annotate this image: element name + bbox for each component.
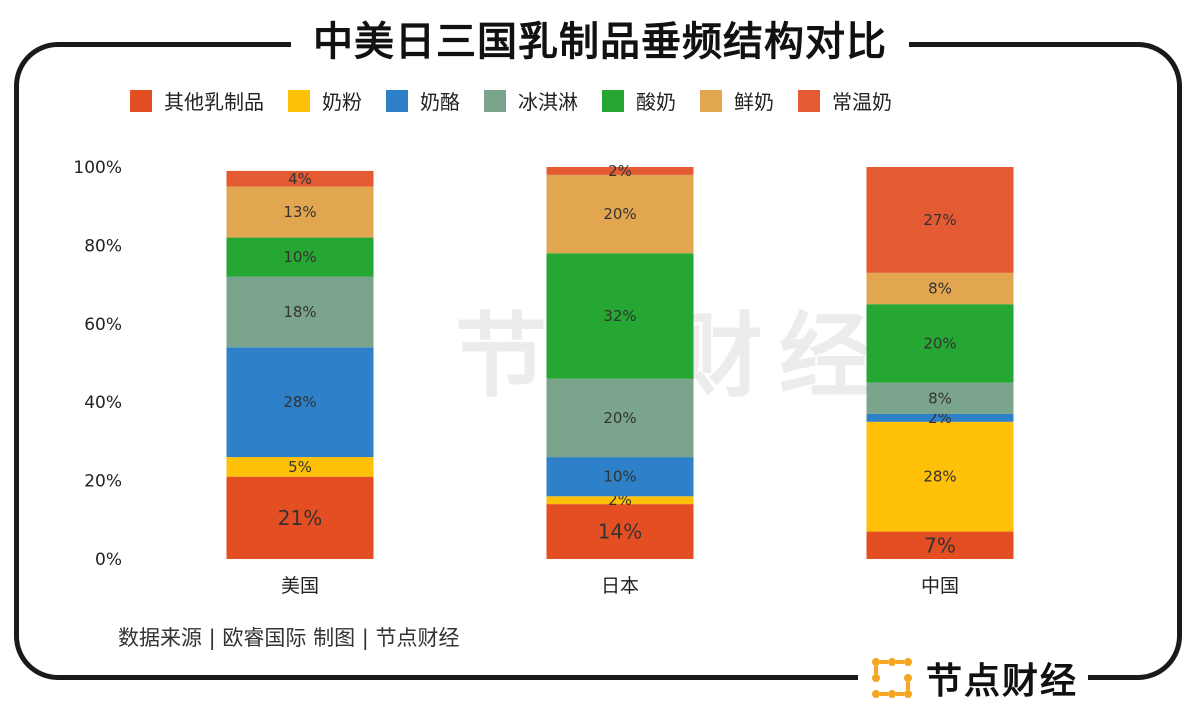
bar-segment	[866, 531, 1014, 559]
brand-name: 节点财经	[926, 661, 1079, 702]
source-note: 数据来源 | 欧睿国际 制图 | 节点财经	[118, 626, 460, 650]
brand-mark: 节点财经	[858, 652, 1089, 704]
legend-swatch	[700, 89, 722, 112]
bar-segment	[546, 504, 694, 559]
bar-segment	[546, 174, 694, 254]
data-label: 13%	[283, 203, 316, 221]
bar-segment	[226, 237, 374, 277]
legend-item: 其他乳制品	[130, 86, 264, 115]
data-label: 20%	[603, 409, 636, 427]
data-label: 32%	[603, 307, 636, 325]
title-bar: 中美日三国乳制品垂频结构对比	[0, 0, 1200, 84]
bar-segment	[866, 304, 1014, 383]
legend-swatch	[602, 89, 624, 112]
bar-segment	[546, 496, 694, 505]
data-label: 10%	[603, 468, 636, 486]
bar-segment	[866, 167, 1014, 273]
bar-segment	[866, 272, 1014, 305]
legend-item: 鲜奶	[700, 86, 774, 115]
bar-segment	[226, 457, 374, 477]
legend-label: 冰淇淋	[518, 90, 578, 114]
y-tick-label: 40%	[84, 393, 122, 413]
y-tick-label: 0%	[95, 550, 122, 570]
bar-segment	[866, 413, 1014, 422]
data-label: 4%	[288, 170, 312, 188]
data-label: 14%	[598, 520, 642, 544]
legend-swatch	[484, 89, 506, 112]
bar-segment	[226, 476, 374, 559]
legend-label: 奶酪	[420, 90, 460, 114]
bar-segment	[546, 457, 694, 497]
brand-logo-icon	[872, 658, 912, 698]
y-tick-label: 60%	[84, 315, 122, 335]
bar-segment	[226, 347, 374, 458]
bar-segment	[226, 170, 374, 187]
data-label: 18%	[283, 303, 316, 321]
legend-item: 奶酪	[386, 86, 460, 115]
bar-segment	[546, 167, 694, 175]
x-tick-label: 日本	[601, 575, 639, 597]
legend-label: 奶粉	[322, 90, 362, 114]
y-tick-label: 80%	[84, 236, 122, 256]
chart-title: 中美日三国乳制品垂频结构对比	[291, 0, 909, 84]
y-tick-label: 100%	[73, 158, 122, 178]
data-label: 20%	[923, 334, 956, 352]
legend: 其他乳制品 奶粉 奶酪 冰淇淋 酸奶 鲜奶 常温奶	[130, 86, 916, 115]
data-label: 27%	[923, 211, 956, 229]
data-label: 2%	[608, 162, 632, 180]
data-label: 8%	[928, 280, 952, 298]
data-label: 10%	[283, 248, 316, 266]
data-label: 28%	[283, 393, 316, 411]
legend-label: 酸奶	[636, 90, 676, 114]
legend-swatch	[130, 89, 152, 112]
legend-item: 常温奶	[798, 86, 892, 115]
bar-segment	[866, 421, 1014, 532]
legend-item: 冰淇淋	[484, 86, 578, 115]
x-tick-label: 中国	[921, 575, 959, 597]
legend-swatch	[288, 89, 310, 112]
legend-label: 鲜奶	[734, 90, 774, 114]
data-label: 28%	[923, 468, 956, 486]
bar-segment	[226, 276, 374, 348]
bar-segment	[866, 382, 1014, 414]
legend-label: 其他乳制品	[164, 90, 264, 114]
data-label: 7%	[924, 533, 956, 557]
bar-segment	[546, 378, 694, 458]
legend-swatch	[798, 89, 820, 112]
data-label: 20%	[603, 205, 636, 223]
x-tick-label: 美国	[281, 575, 319, 597]
legend-swatch	[386, 89, 408, 112]
bar-segment	[546, 253, 694, 379]
data-label: 8%	[928, 389, 952, 407]
legend-item: 奶粉	[288, 86, 362, 115]
legend-label: 常温奶	[832, 90, 892, 114]
data-label: 5%	[288, 458, 312, 476]
legend-item: 酸奶	[602, 86, 676, 115]
y-tick-label: 20%	[84, 472, 122, 492]
data-label: 21%	[278, 506, 322, 530]
bar-segment	[226, 186, 374, 238]
